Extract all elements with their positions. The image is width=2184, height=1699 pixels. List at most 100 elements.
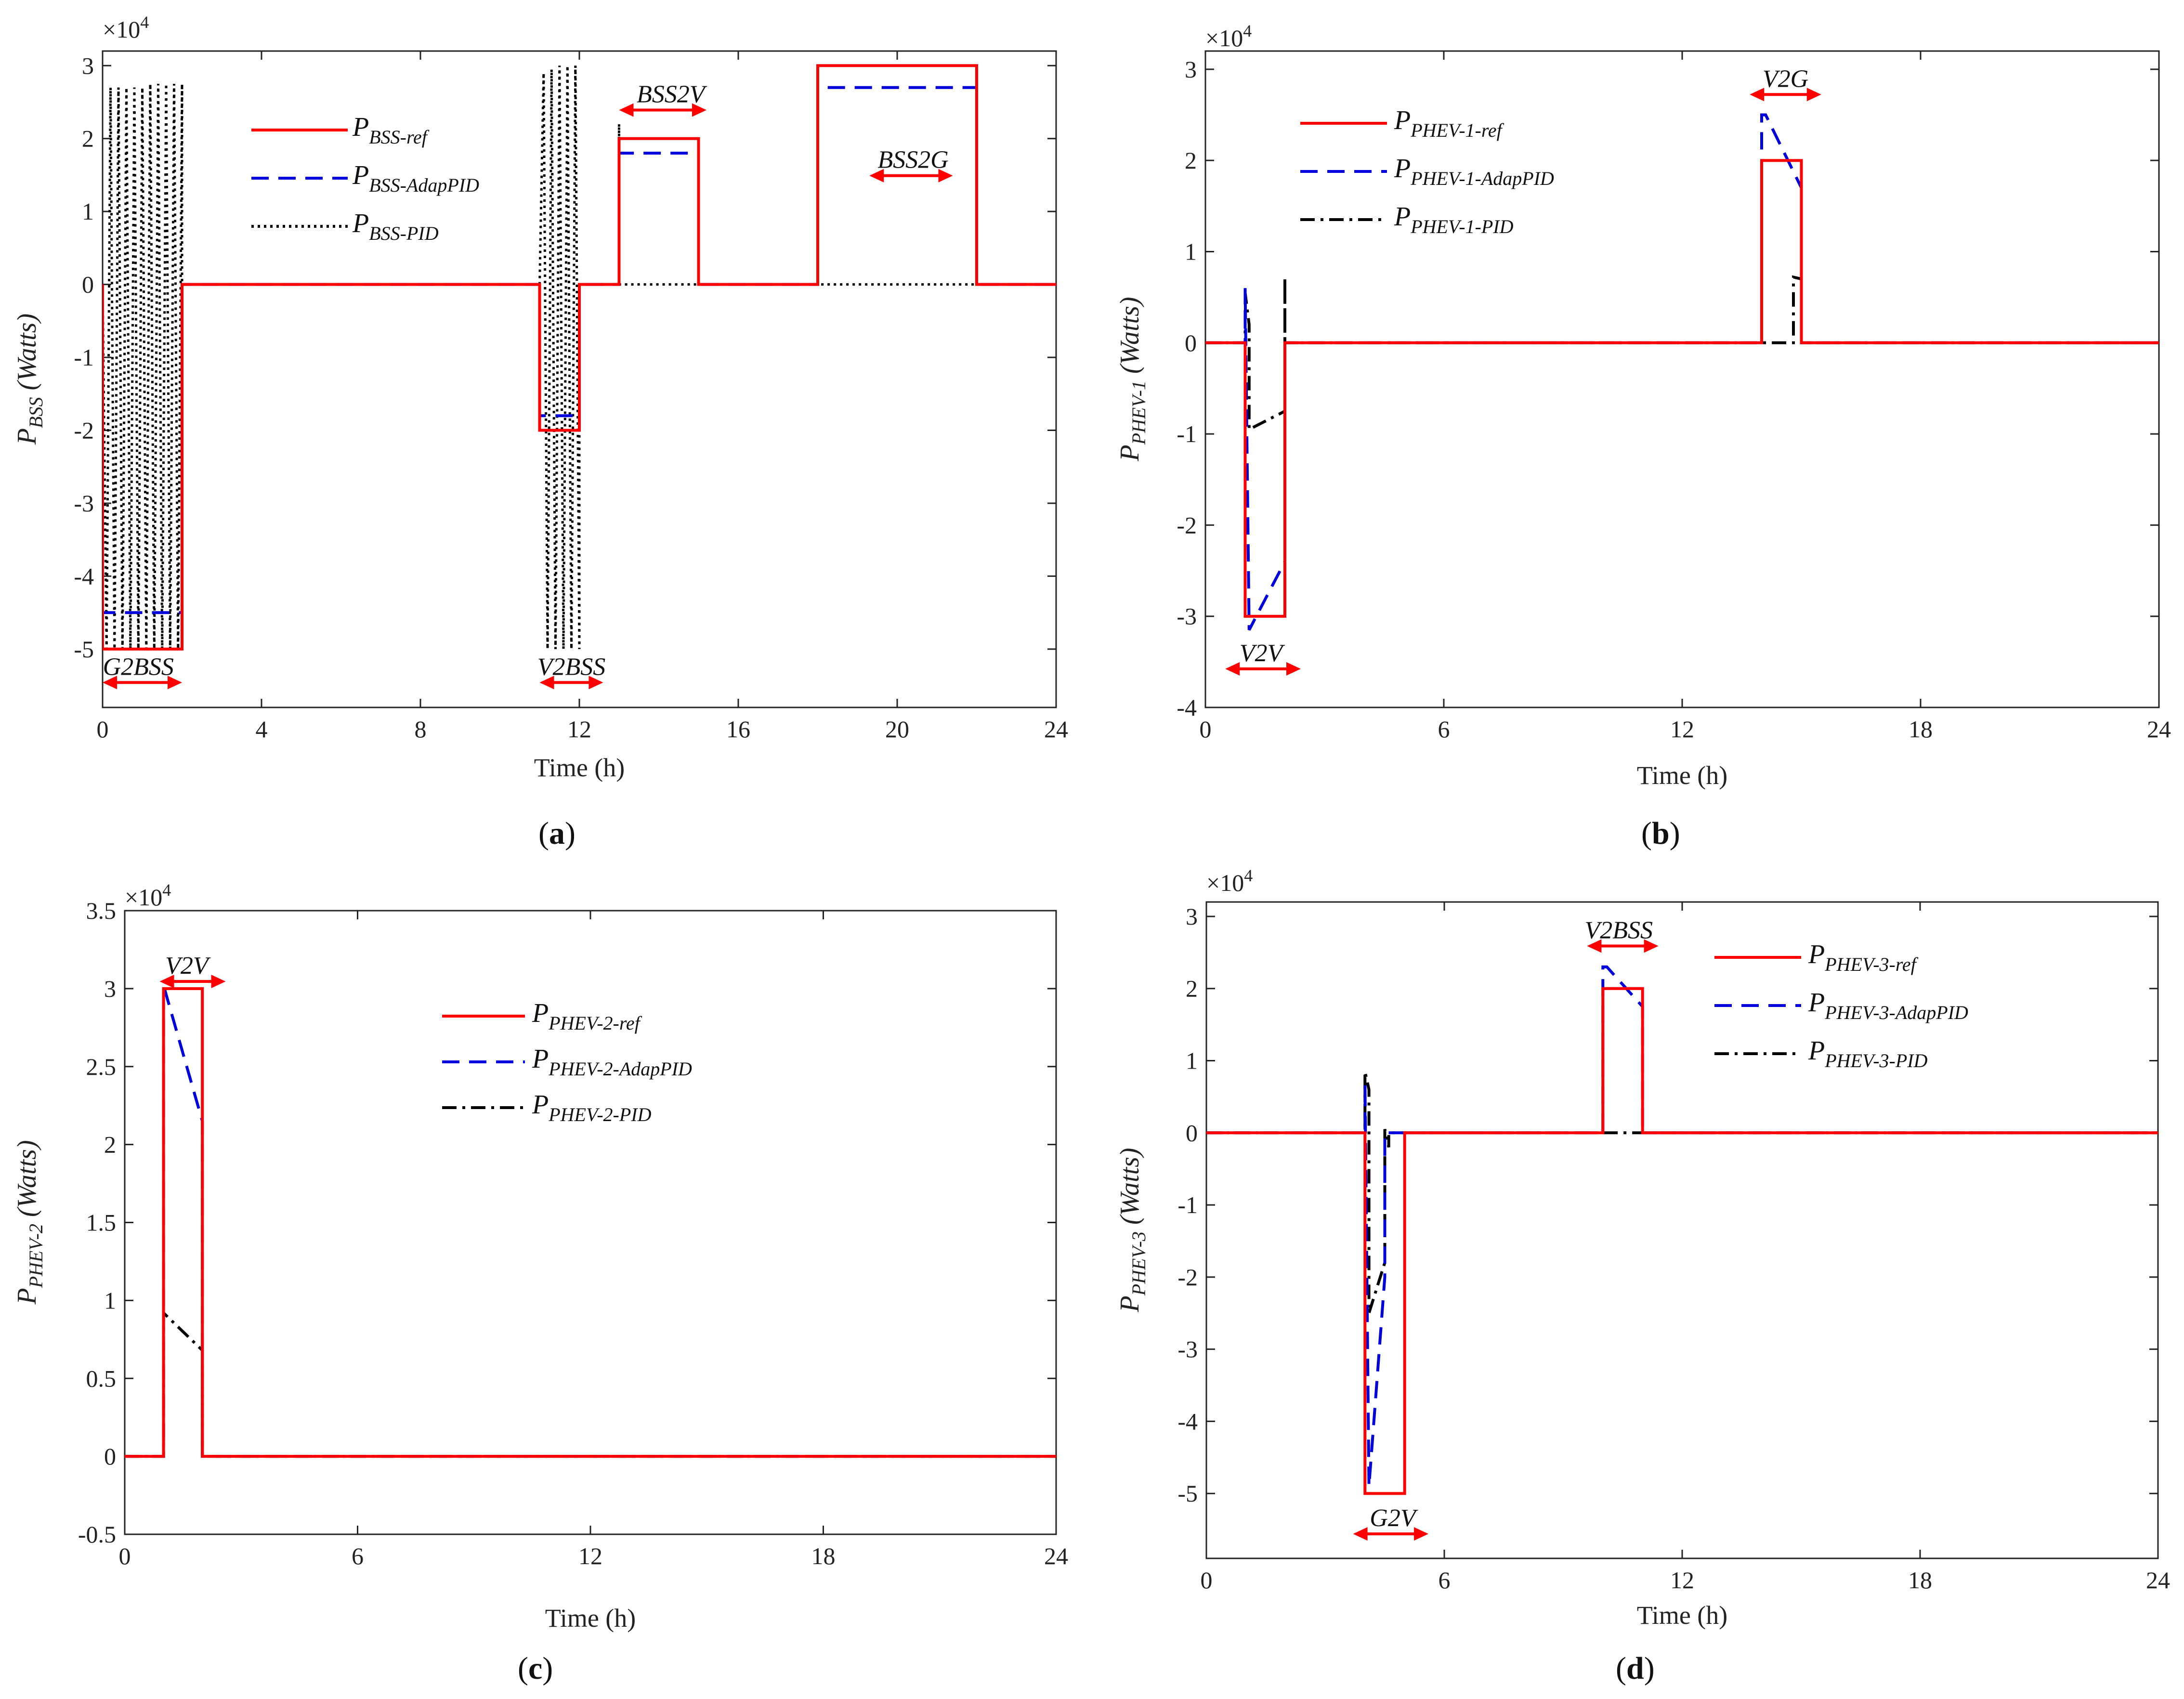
arrowhead-right xyxy=(1806,88,1821,102)
x-axis-label: Time (h) xyxy=(1637,1601,1728,1630)
annotation-label: G2V xyxy=(1370,1504,1418,1532)
y-tick-label: 1 xyxy=(1185,238,1197,265)
y-tick-label: 3.5 xyxy=(86,897,117,924)
y-tick-label: 1 xyxy=(82,198,94,225)
x-tick-label: 4 xyxy=(256,716,268,743)
y-tick-label: 1 xyxy=(104,1287,116,1314)
x-tick-label: 24 xyxy=(2146,1567,2170,1594)
y-tick-label: 1 xyxy=(1186,1047,1198,1074)
series-line-pid-dashdot xyxy=(125,1309,1056,1458)
x-tick-label: 20 xyxy=(885,716,909,743)
annotation-layer: V2V V2G xyxy=(1225,65,1821,676)
annotation-label: V2BSS xyxy=(537,653,606,680)
annotation-layer: G2V V2BSS xyxy=(1353,916,1659,1541)
series-group xyxy=(1205,113,2159,631)
arrowhead-left xyxy=(1353,1527,1368,1541)
x-tick-label: 6 xyxy=(352,1542,364,1569)
y-tick-label: 2 xyxy=(104,1131,116,1158)
series-layer xyxy=(103,64,1056,651)
legend-label: PPHEV-3-AdapPID xyxy=(1808,988,1968,1023)
x-tick-label: 12 xyxy=(578,1542,602,1569)
x-tick-label: 0 xyxy=(97,716,109,743)
series-group xyxy=(125,985,1056,1458)
y-tick-label: -1 xyxy=(74,344,94,371)
y-tick-label: -4 xyxy=(1177,694,1197,721)
y-tick-label: 0.5 xyxy=(86,1365,117,1392)
arrowhead-left xyxy=(1587,939,1602,953)
plot-frame xyxy=(1204,50,2160,708)
y-tick-label: -2 xyxy=(1177,1264,1198,1291)
y-tick-label: 3 xyxy=(1185,56,1197,83)
y-tick-label: -2 xyxy=(1177,511,1197,538)
y-multiplier: ×104 xyxy=(1206,866,1253,896)
legend-label: PBSS-PID xyxy=(352,209,439,244)
series-line-ref xyxy=(103,64,1056,651)
y-tick-label: -4 xyxy=(74,562,94,589)
panel-a: 0 4 8 12 16 20 24 3 2 1 0 -1 -2 -3 -4 -5 G2BSS V2BSS BSS2… xyxy=(12,13,1068,851)
panel-d: 0 6 12 18 24 3 2 1 0 -1 -2 -3 -4 -5 G2V V2BSS ×104 PPH… xyxy=(1115,866,2170,1686)
tick-layer: 0 4 8 12 16 20 24 3 2 1 0 -1 -2 -3 -4 -5 xyxy=(74,51,1068,743)
y-tick-label: 3 xyxy=(1186,903,1198,930)
series-line-ref xyxy=(1205,159,2159,618)
annotation-label: BSS2V xyxy=(637,80,707,108)
tick-layer: 0 6 12 18 24 3 2 1 0 -1 -2 -3 -4 -5 xyxy=(1177,902,2170,1594)
y-tick-label: -1 xyxy=(1177,420,1197,447)
y-tick-label: -4 xyxy=(1177,1408,1198,1435)
x-tick-label: 24 xyxy=(1044,716,1068,743)
legend-label: PPHEV-3-ref xyxy=(1808,940,1919,975)
arrowhead-right xyxy=(1286,662,1301,676)
y-tick-label: -2 xyxy=(74,417,94,444)
y-multiplier: ×104 xyxy=(125,880,171,911)
arrowhead-left xyxy=(619,103,634,117)
legend-label: PBSS-ref xyxy=(352,112,430,148)
series-layer xyxy=(1205,113,2159,631)
x-axis-label: Time (h) xyxy=(1637,761,1728,790)
y-axis-label: PBSS (Watts) xyxy=(12,314,47,445)
panel-b: 0 6 12 18 24 3 2 1 0 -1 -2 -3 -4 V2V V2G ×104 PPHEV-1… xyxy=(1115,21,2171,851)
annotation-label: V2G xyxy=(1763,65,1808,92)
legend-label: PPHEV-1-PID xyxy=(1394,202,1514,237)
y-tick-label: 2 xyxy=(1186,975,1198,1002)
y-axis-label: PPHEV-3 (Watts) xyxy=(1115,1148,1150,1312)
legend: PPHEV-2-ref PPHEV-2-AdapPID PPHEV-2-PID xyxy=(442,998,692,1125)
plot-frame xyxy=(1205,901,2159,1559)
annotation-layer: G2BSS V2BSS BSS2V BSS2G xyxy=(103,80,953,690)
panel-c: 0 6 12 18 243.532.521.510.50-0.5 V2V ×104 PP… xyxy=(12,880,1068,1686)
x-tick-label: 6 xyxy=(1438,716,1450,743)
y-axis-label: PPHEV-2 (Watts) xyxy=(12,1140,47,1305)
series-line-adap xyxy=(125,985,1056,1458)
x-tick-label: 0 xyxy=(1201,1567,1213,1594)
arrowhead-right xyxy=(589,676,603,690)
series-line-pid-dashdot xyxy=(1206,1071,2158,1314)
arrowhead-left xyxy=(869,169,884,183)
arrowhead-right xyxy=(1414,1527,1429,1541)
y-tick-label: -3 xyxy=(1177,1336,1198,1363)
x-tick-label: 18 xyxy=(1909,716,1933,743)
x-axis-label: Time (h) xyxy=(545,1604,636,1633)
y-tick-label: -3 xyxy=(74,490,94,517)
legend-label: PPHEV-1-ref xyxy=(1394,105,1504,141)
y-tick-label: 2 xyxy=(1185,147,1197,174)
legend-label: PBSS-AdapPID xyxy=(352,160,479,196)
arrowhead-left xyxy=(539,676,554,690)
legend-label: PPHEV-2-AdapPID xyxy=(532,1044,692,1080)
y-tick-label: 3 xyxy=(104,975,116,1002)
arrowhead-left xyxy=(1750,88,1765,102)
y-tick-label: -5 xyxy=(1177,1480,1198,1507)
y-tick-label: -5 xyxy=(74,636,94,663)
y-tick-label: 0 xyxy=(1185,329,1197,356)
series-line-adap xyxy=(1206,965,2158,1487)
x-tick-label: 0 xyxy=(119,1542,131,1569)
x-tick-label: 6 xyxy=(1439,1567,1451,1594)
y-tick-label: 1.5 xyxy=(86,1209,117,1236)
annotation-label: V2BSS xyxy=(1585,916,1653,944)
x-tick-label: 18 xyxy=(811,1542,836,1569)
y-tick-label: -3 xyxy=(1177,603,1197,630)
y-axis-label: PPHEV-1 (Watts) xyxy=(1115,297,1150,461)
annotation-label: G2BSS xyxy=(103,653,174,680)
legend: PBSS-ref PBSS-AdapPID PBSS-PID xyxy=(251,112,479,244)
y-tick-label: -0.5 xyxy=(78,1521,116,1548)
arrowhead-right xyxy=(211,975,226,989)
arrowhead-left xyxy=(159,975,174,989)
